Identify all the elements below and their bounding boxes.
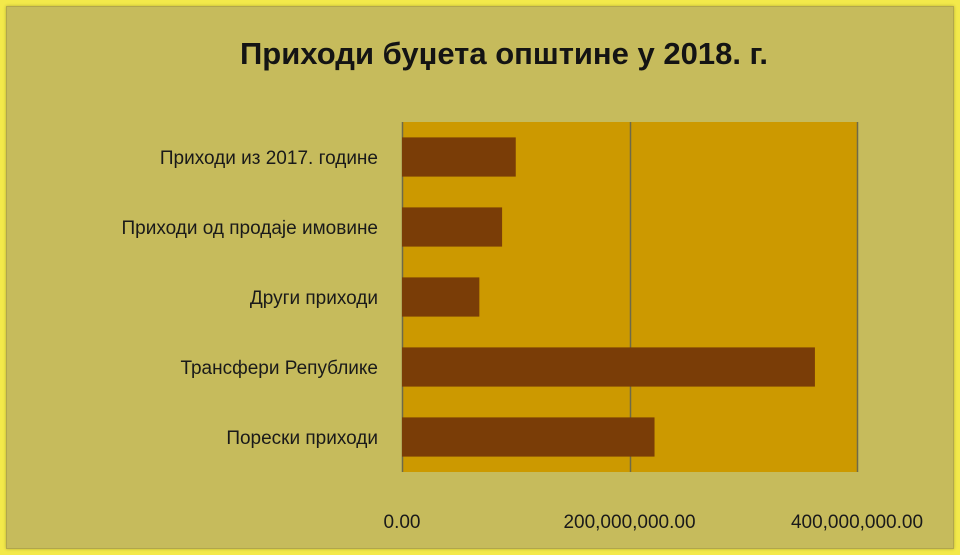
x-tick-label: 0.00 <box>384 512 421 533</box>
bar <box>402 347 815 387</box>
category-label: Порески приходи <box>226 428 378 449</box>
category-label: Други приходи <box>250 288 378 309</box>
bar <box>402 417 655 457</box>
category-label: Приходи од продаје имовине <box>122 218 379 239</box>
bar <box>402 207 503 247</box>
category-label: Трансфери Републике <box>180 358 378 379</box>
x-tick-label: 200,000,000.00 <box>563 512 695 533</box>
bar <box>402 137 516 177</box>
category-label: Приходи из 2017. године <box>160 148 378 169</box>
bar <box>402 277 480 317</box>
x-tick-label: 400,000,000.00 <box>791 512 923 533</box>
chart-title: Приходи буџета општине у 2018. г. <box>240 36 768 71</box>
